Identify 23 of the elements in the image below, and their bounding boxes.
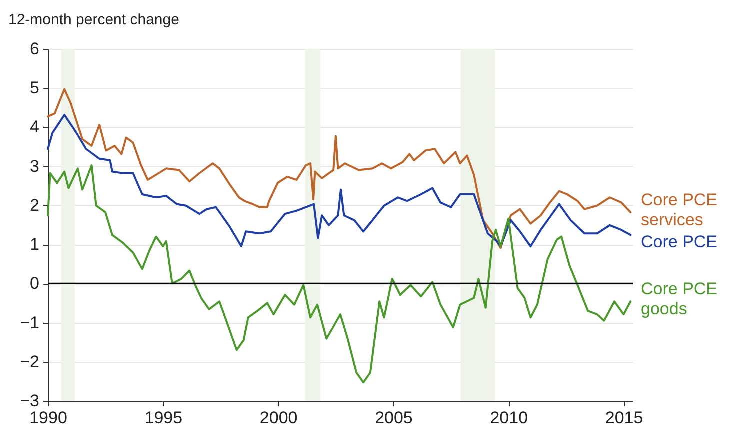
y-tick-label: 4	[30, 118, 40, 137]
x-tick-label: 1990	[30, 408, 68, 428]
y-tick-label: 0	[30, 274, 40, 294]
line-series	[47, 88, 632, 250]
x-tick-label: 2010	[490, 408, 528, 428]
y-tick-label: 2	[30, 196, 40, 215]
y-tick-label: −2	[20, 352, 40, 372]
series-label: Core PCE	[641, 232, 718, 252]
y-axis-title: 12-month percent change	[8, 12, 180, 28]
x-tick-label: 1995	[144, 408, 183, 428]
y-tick-label: 6	[30, 40, 40, 58]
y-tick-label: −1	[20, 313, 40, 332]
y-tick-label: −3	[20, 392, 40, 410]
x-tick-label: 2015	[605, 408, 644, 428]
line-series	[47, 114, 632, 248]
series-label: Core PCE services	[641, 190, 718, 230]
x-tick-label: 2000	[260, 408, 298, 428]
line-series	[47, 164, 632, 384]
x-tick-label: 2005	[375, 408, 413, 428]
y-tick-label: 3	[30, 156, 40, 176]
y-tick-label: 5	[30, 78, 40, 98]
y-tick-label: 1	[30, 235, 40, 254]
series-label: Core PCE goods	[641, 280, 718, 319]
